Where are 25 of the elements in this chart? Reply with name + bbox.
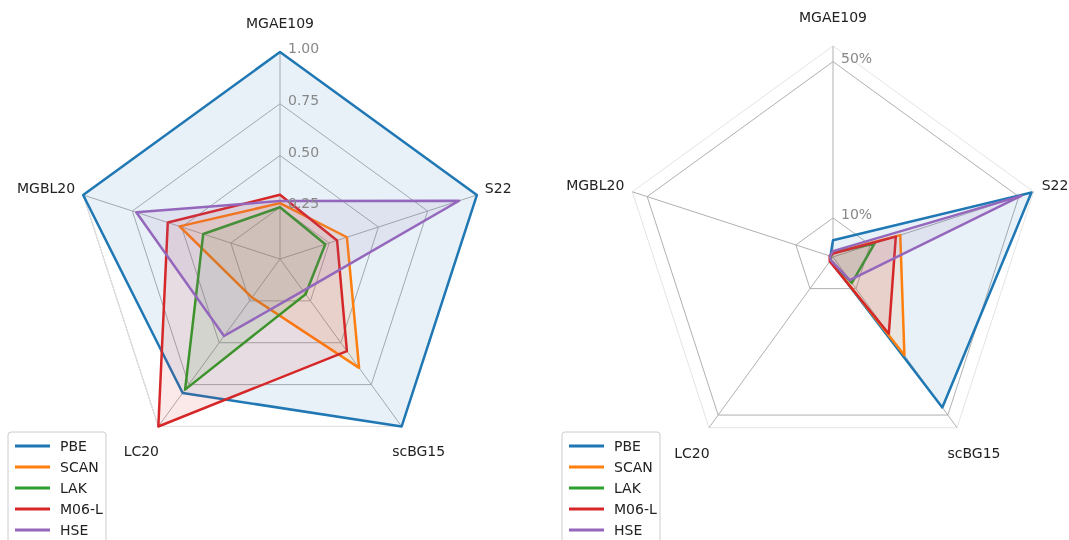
y-tick-label: 0.75 bbox=[288, 91, 320, 108]
spoke-label: LC20 bbox=[674, 444, 710, 461]
legend-label: HSE bbox=[614, 522, 643, 538]
legend-label: SCAN bbox=[60, 459, 99, 475]
spoke-label: scBG15 bbox=[392, 443, 446, 460]
legend-label: SCAN bbox=[614, 459, 653, 475]
legend-label: LAK bbox=[60, 480, 88, 496]
y-tick-label: 0.50 bbox=[288, 143, 320, 160]
spoke-label: scBG15 bbox=[947, 444, 1001, 461]
legend-label: M06-L bbox=[614, 501, 657, 517]
legend-label: HSE bbox=[60, 522, 89, 538]
y-tick-label: 10% bbox=[841, 205, 873, 222]
spoke-label: S22 bbox=[1041, 176, 1069, 193]
spoke-label: MGBL20 bbox=[566, 176, 625, 193]
spoke-label: MGAE109 bbox=[245, 15, 315, 31]
spoke-label: MGAE109 bbox=[798, 9, 868, 25]
legend-label: PBE bbox=[60, 438, 87, 454]
legend-label: PBE bbox=[614, 438, 641, 454]
spoke-label: LC20 bbox=[123, 443, 160, 460]
legend-label: M06-L bbox=[60, 501, 103, 517]
spoke-label: S22 bbox=[484, 180, 512, 197]
legend-label: LAK bbox=[614, 480, 642, 496]
y-tick-label: 1.00 bbox=[288, 40, 320, 56]
spoke-label: MGBL20 bbox=[16, 180, 76, 197]
y-tick-label: 50% bbox=[841, 49, 873, 66]
